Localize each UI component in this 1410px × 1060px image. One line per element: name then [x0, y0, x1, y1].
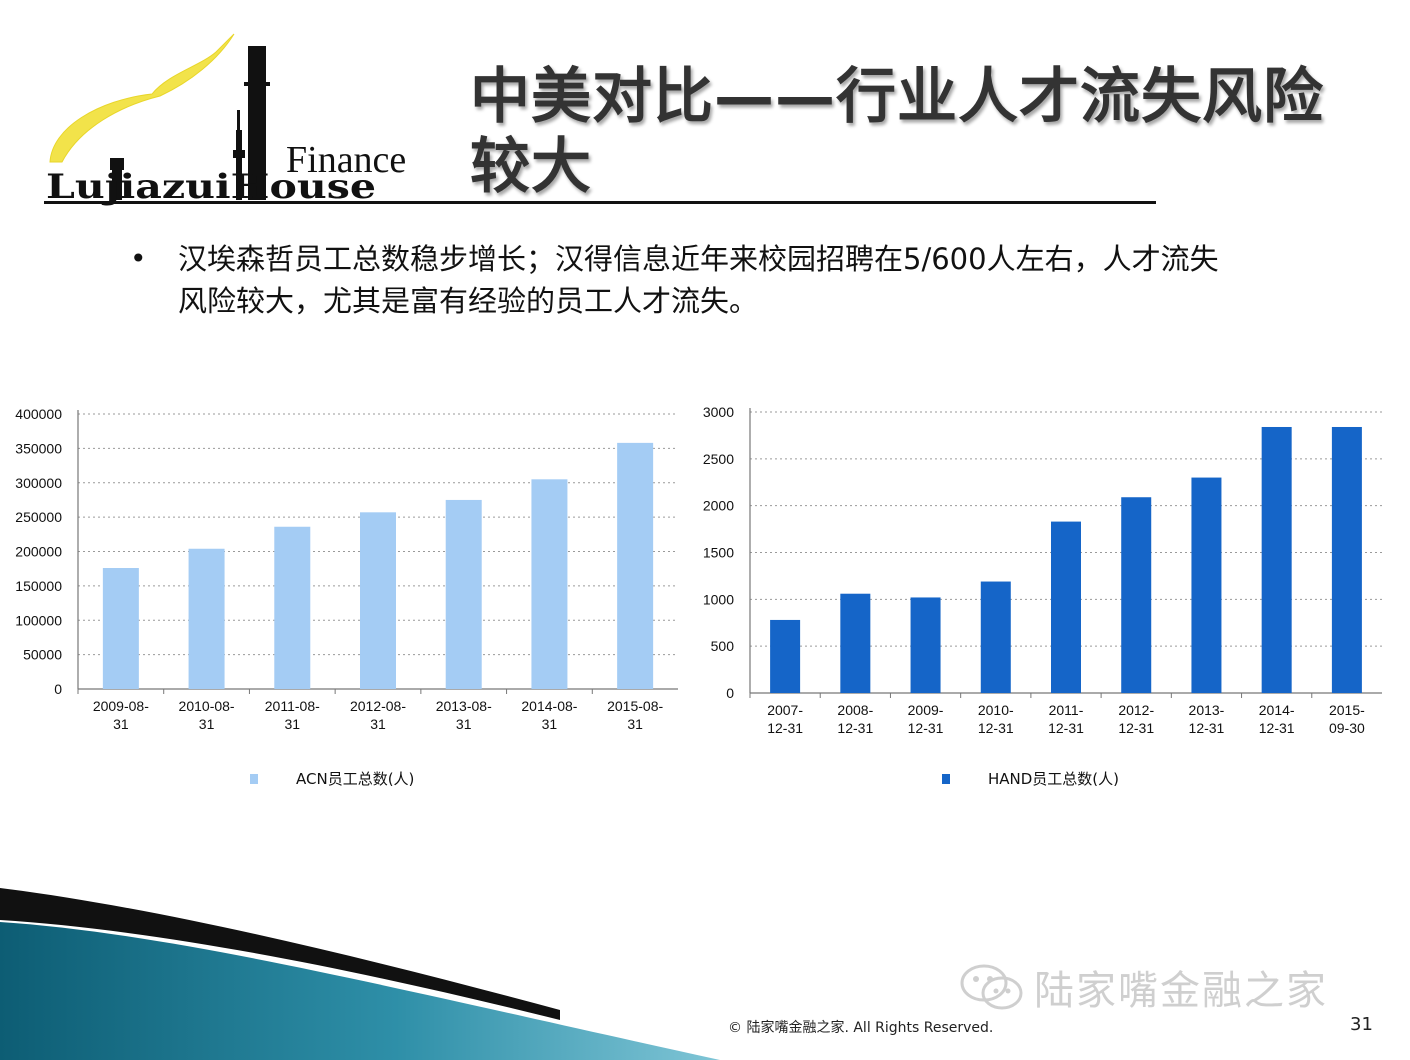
bar: [910, 597, 941, 693]
y-tick-label: 200000: [15, 544, 62, 560]
y-tick-label: 2000: [703, 498, 734, 514]
y-tick-label: 0: [54, 681, 62, 697]
watermark-text: 陆家嘴金融之家: [1034, 968, 1328, 1014]
y-tick-label: 250000: [15, 509, 62, 525]
x-tick-label: 2015-: [1329, 702, 1365, 718]
title-underline: [44, 201, 1156, 204]
bar: [1191, 477, 1222, 693]
hand-employee-chart: 0 500 1000 1500 2000 2500 3000 2007- 12-31 2008- 1…: [703, 404, 1382, 788]
x-tick-label: 12-31: [1048, 720, 1084, 736]
bar: [840, 593, 871, 693]
x-tick-label: 2015-08-: [607, 698, 663, 714]
y-tick-label: 150000: [15, 578, 62, 594]
x-tick-label: 12-31: [908, 720, 944, 736]
legend-label: ACN员工总数(人): [296, 770, 414, 788]
bar: [1331, 426, 1362, 693]
x-tick-label: 2011-08-: [265, 698, 320, 714]
bullet-marker: •: [130, 242, 147, 275]
logo-finance-text: Finance: [286, 139, 406, 181]
x-tick-label: 09-30: [1329, 720, 1365, 736]
x-tick-label: 31: [542, 716, 558, 732]
x-tick-label: 12-31: [837, 720, 873, 736]
logo-wordmark: LujiazuiHouse: [46, 167, 376, 207]
x-tick-label: 31: [370, 716, 386, 732]
bar: [1051, 521, 1081, 693]
bar: [360, 512, 396, 689]
x-tick-label: 2010-: [978, 702, 1014, 718]
x-tick-label: 31: [456, 716, 472, 732]
x-tick-label: 12-31: [978, 720, 1014, 736]
x-tick-label: 31: [284, 716, 300, 732]
bar: [617, 442, 654, 689]
x-tick-label: 31: [627, 716, 643, 732]
y-tick-label: 50000: [23, 647, 62, 663]
bar: [1121, 497, 1152, 693]
bullet-text: 汉埃森哲员工总数稳步增长；汉得信息近年来校园招聘在5/600人左右，人才流失风险…: [178, 242, 1219, 318]
legend-swatch: [942, 774, 950, 784]
x-tick-label: 2013-08-: [436, 698, 492, 714]
bar: [274, 526, 311, 689]
x-tick-label: 12-31: [767, 720, 803, 736]
bullet-item: • 汉埃森哲员工总数稳步增长；汉得信息近年来校园招聘在5/600人左右，人才流失…: [130, 238, 1250, 322]
y-tick-label: 300000: [15, 475, 62, 491]
copyright-text: © 陆家嘴金融之家. All Rights Reserved.: [728, 1020, 994, 1036]
x-tick-label: 2012-08-: [350, 698, 406, 714]
x-tick-label: 2009-: [908, 702, 944, 718]
x-tick-label: 2011-: [1049, 702, 1084, 718]
x-tick-label: 2014-08-: [521, 698, 577, 714]
decorative-swoosh: [0, 888, 720, 1060]
wechat-icon: [960, 964, 1023, 1010]
y-tick-label: 3000: [703, 404, 734, 420]
y-tick-label: 1500: [703, 545, 734, 561]
page-number: 31: [1350, 1014, 1373, 1035]
y-tick-label: 400000: [15, 406, 62, 422]
x-tick-label: 2009-08-: [93, 698, 149, 714]
y-tick-label: 350000: [15, 440, 62, 456]
x-tick-label: 12-31: [1259, 720, 1295, 736]
bar: [531, 479, 568, 689]
acn-employee-chart: 0 50000 100000 150000 200000 250000 300000 3500…: [15, 406, 678, 788]
y-tick-label: 0: [726, 685, 734, 701]
x-tick-label: 2007-: [767, 702, 803, 718]
y-tick-label: 2500: [703, 451, 734, 467]
legend-swatch: [250, 774, 258, 784]
watermark: 陆家嘴金融之家: [958, 958, 1328, 1016]
x-tick-label: 2008-: [837, 702, 873, 718]
x-tick-label: 2012-: [1118, 702, 1154, 718]
x-tick-label: 2010-08-: [179, 698, 235, 714]
bar: [770, 619, 801, 693]
x-tick-label: 31: [199, 716, 215, 732]
y-tick-label: 100000: [15, 612, 62, 628]
y-tick-label: 500: [711, 638, 735, 654]
bar: [188, 548, 225, 689]
x-tick-label: 12-31: [1189, 720, 1225, 736]
lujiazui-house-logo: LujiazuiHouse Finance: [46, 33, 406, 207]
x-tick-label: 31: [113, 716, 129, 732]
y-tick-label: 1000: [703, 591, 734, 607]
bar: [102, 568, 139, 689]
x-tick-label: 2013-: [1189, 702, 1225, 718]
slide-title: 中美对比——行业人才流失风险较大: [470, 62, 1324, 202]
bar: [980, 581, 1011, 693]
legend-label: HAND员工总数(人): [988, 770, 1119, 788]
bar: [445, 499, 482, 689]
x-tick-label: 2014-: [1259, 702, 1295, 718]
x-tick-label: 12-31: [1118, 720, 1154, 736]
bar: [1261, 426, 1292, 693]
